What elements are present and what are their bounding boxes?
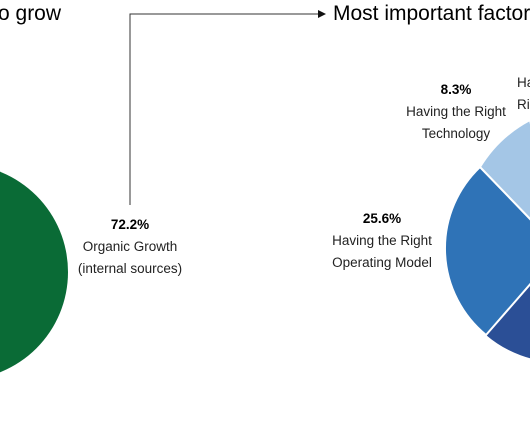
operating-model-line1: Having the Right [332, 233, 432, 248]
label-operating-model: 25.6% Having the Right Operating Model [322, 208, 442, 274]
organic-growth-line1: Organic Growth [82, 239, 178, 254]
technology-value: 8.3% [440, 82, 472, 97]
partial-line2: Ri [517, 97, 530, 112]
pie-slice-remaining-2 [486, 284, 530, 359]
operating-model-value: 25.6% [362, 211, 402, 226]
organic-growth-line2: (internal sources) [77, 261, 183, 276]
pie-slice-operating-model [444, 165, 530, 337]
technology-line1: Having the Right [406, 104, 506, 119]
label-organic-growth: 72.2% Organic Growth (internal sources) [70, 214, 190, 280]
technology-line2: Technology [421, 126, 491, 141]
label-partial-cut: Ha Ri [517, 72, 530, 116]
pie-slice-organic-growth [0, 171, 68, 373]
label-technology: 8.3% Having the Right Technology [396, 79, 516, 145]
right-chart-title: Most important factor [333, 2, 530, 25]
operating-model-line2: Operating Model [332, 255, 432, 270]
connector-arrowhead [318, 10, 326, 18]
left-chart-title: o grow [0, 2, 62, 25]
organic-growth-value: 72.2% [110, 217, 150, 232]
connector-line [129, 13, 318, 205]
partial-line1: Ha [517, 75, 530, 90]
